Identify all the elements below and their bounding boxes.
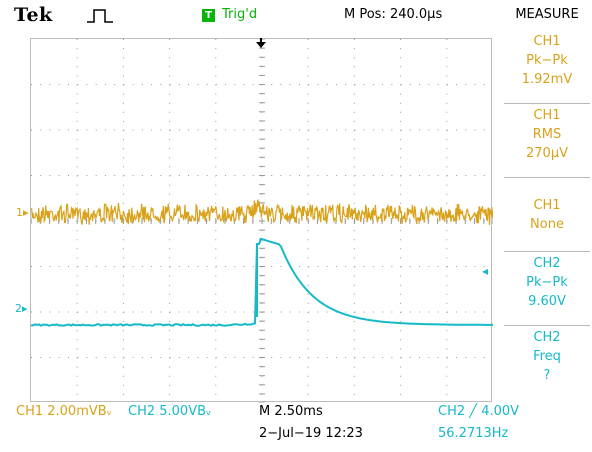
measurement-ch2-freq[interactable]: CH2 Freq ?	[504, 326, 590, 400]
trigger-level-marker: ◂	[482, 264, 489, 278]
measurement-source: CH2	[533, 256, 561, 271]
brand-logo: Tek	[14, 4, 53, 26]
ch1-ground-marker: 1▸	[16, 206, 29, 219]
measurement-ch1-pkpk[interactable]: CH1 Pk−Pk 1.92mV	[504, 30, 590, 104]
measurement-value: 270µV	[526, 146, 568, 161]
measurement-value: 9.60V	[528, 294, 566, 309]
date-time-readout: 2−Jul−19 12:23	[259, 426, 363, 441]
trigger-status: Trig'd	[222, 7, 258, 22]
measurement-source: CH1	[533, 108, 561, 123]
ch1-waveform	[31, 199, 493, 226]
measurement-type: RMS	[532, 127, 562, 142]
waveform-display	[30, 38, 493, 403]
measurement-ch1-rms[interactable]: CH1 RMS 270µV	[504, 104, 590, 178]
measurement-source: CH2	[533, 330, 561, 345]
measurement-type: Pk−Pk	[526, 53, 568, 68]
ch1-scale-readout: CH1 2.00mVBᵥ	[16, 404, 113, 419]
main-position: M Pos: 240.0µs	[344, 7, 443, 22]
measurement-ch2-pkpk[interactable]: CH2 Pk−Pk 9.60V	[504, 252, 590, 326]
measurement-value: 1.92mV	[521, 72, 573, 87]
timebase-readout: M 2.50ms	[259, 404, 323, 419]
measurement-source: CH1	[533, 34, 561, 49]
scale-readout-bar: CH1 2.00mVBᵥ CH2 5.00VBᵥ M 2.50ms CH2 ╱ …	[0, 404, 592, 452]
measure-panel: CH1 Pk−Pk 1.92mV CH1 RMS 270µV CH1 None …	[504, 30, 590, 400]
ch2-ground-marker: 2▸	[15, 302, 28, 315]
measurement-value: ?	[543, 368, 551, 383]
trigger-setting-readout: CH2 ╱ 4.00V	[438, 404, 520, 419]
measurement-type: Pk−Pk	[526, 275, 568, 290]
trigger-badge: T	[202, 9, 215, 22]
waveform-canvas	[31, 39, 493, 403]
measurement-source: CH1	[533, 198, 561, 213]
status-bar: Tek T Trig'd M Pos: 240.0µs MEASURE	[0, 0, 592, 30]
square-pulse-icon	[87, 9, 113, 23]
measure-menu-title: MEASURE	[515, 7, 579, 22]
measurement-type: Freq	[533, 349, 561, 364]
ch2-waveform	[31, 237, 493, 327]
trigger-position-marker	[256, 38, 266, 48]
ch2-scale-readout: CH2 5.00VBᵥ	[128, 404, 212, 419]
measurement-ch1-none[interactable]: CH1 None	[504, 178, 590, 252]
measurement-type: None	[530, 217, 564, 232]
trigger-frequency-readout: 56.2713Hz	[438, 426, 509, 441]
